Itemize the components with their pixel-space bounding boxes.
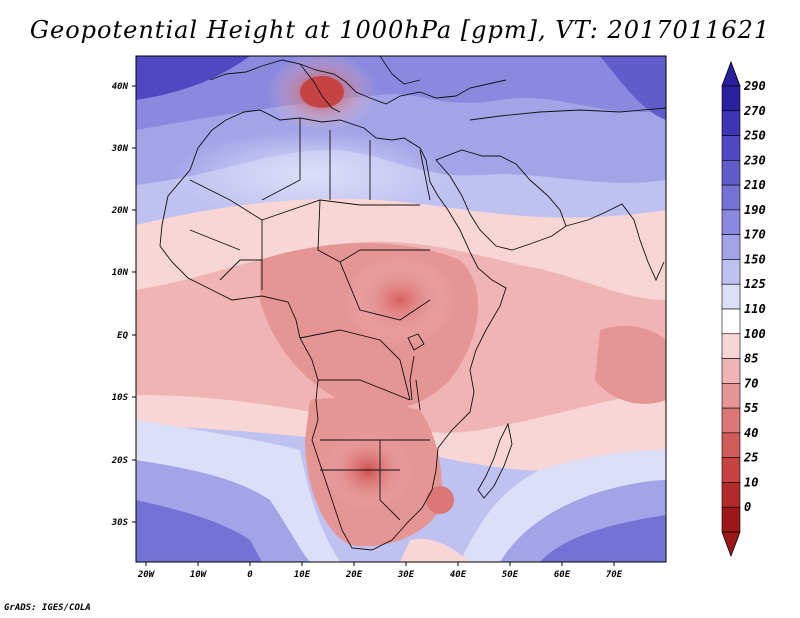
lon-label: 20E [345, 570, 363, 580]
colorbar-level-label: 0 [744, 500, 751, 514]
colorbar-level-label: 100 [744, 327, 766, 341]
colorbar-swatch [721, 110, 741, 136]
colorbar-swatch [721, 209, 741, 235]
colorbar-swatch [721, 184, 741, 211]
colorbar-swatch [721, 457, 741, 483]
colorbar-level-label: 190 [744, 203, 766, 217]
colorbar-level-label: 40 [744, 426, 758, 440]
lat-label: 10S [112, 393, 129, 403]
lat-label: EQ [117, 331, 128, 341]
credit-label: GrADS: IGES/COLA [4, 603, 91, 613]
lon-label: 70E [606, 570, 623, 580]
colorbar-swatch [721, 506, 741, 533]
colorbar-swatch [721, 160, 741, 186]
height-field [136, 56, 666, 562]
lat-label: 10N [112, 268, 129, 278]
colorbar-level-label: 290 [743, 79, 766, 93]
colorbar-swatch [721, 85, 741, 112]
lon-label: 10E [294, 570, 311, 580]
colorbar-level-label: 210 [743, 178, 766, 192]
colorbar-level-label: 55 [744, 401, 758, 415]
colorbar-level-label: 250 [743, 129, 766, 143]
lat-label: 30N [111, 144, 129, 154]
colorbar-swatch [721, 234, 741, 260]
colorbar-swatch [721, 259, 741, 285]
lat-label: 20S [111, 456, 129, 466]
lat-label: 40N [112, 82, 129, 92]
colorbar-level-label: 70 [744, 376, 758, 390]
lon-label: 0 [247, 570, 253, 580]
lon-label: 50E [502, 570, 519, 580]
map-border [135, 55, 667, 563]
lon-label: 40E [450, 570, 467, 580]
map-title: Geopotential Height at 1000hPa [gpm], VT… [29, 16, 771, 44]
colorbar-level-label: 150 [744, 252, 766, 266]
lon-label: 10W [190, 570, 208, 580]
colorbar-swatch [721, 432, 741, 458]
colorbar-level-label: 25 [743, 451, 758, 465]
colorbar-level-label: 10 [744, 475, 758, 489]
lon-label: 20W [137, 570, 156, 580]
lon-label: 60E [554, 570, 571, 580]
colorbar-bottom-arrow [721, 531, 741, 558]
colorbar-swatch [721, 135, 741, 161]
colorbar: 2902702502302101901701501251101008570554… [721, 60, 766, 558]
colorbar-level-label: 85 [744, 352, 758, 366]
colorbar-level-label: 125 [744, 277, 766, 291]
longitude-axis: 20W 10W 0 10E 20E 30E 40E 50E 60E 70E [137, 562, 623, 580]
colorbar-swatch [721, 333, 741, 359]
colorbar-swatch [721, 283, 741, 310]
colorbar-level-label: 110 [744, 302, 766, 316]
colorbar-swatch [721, 358, 741, 384]
latitude-axis: 40N 30N 20N 10N EQ 10S 20S 30S [111, 82, 136, 528]
lat-label: 30S [111, 518, 129, 528]
lon-label: 30E [397, 570, 415, 580]
colorbar-top-arrow [721, 60, 741, 87]
colorbar-swatch [721, 407, 741, 434]
colorbar-swatch [721, 383, 741, 409]
lat-label: 20N [111, 206, 129, 216]
colorbar-swatch [721, 482, 741, 508]
coastlines-borders [159, 56, 666, 551]
colorbar-level-label: 230 [743, 153, 766, 167]
colorbar-level-label: 270 [743, 104, 766, 118]
colorbar-level-label: 170 [744, 228, 766, 242]
colorbar-swatch [721, 308, 741, 335]
